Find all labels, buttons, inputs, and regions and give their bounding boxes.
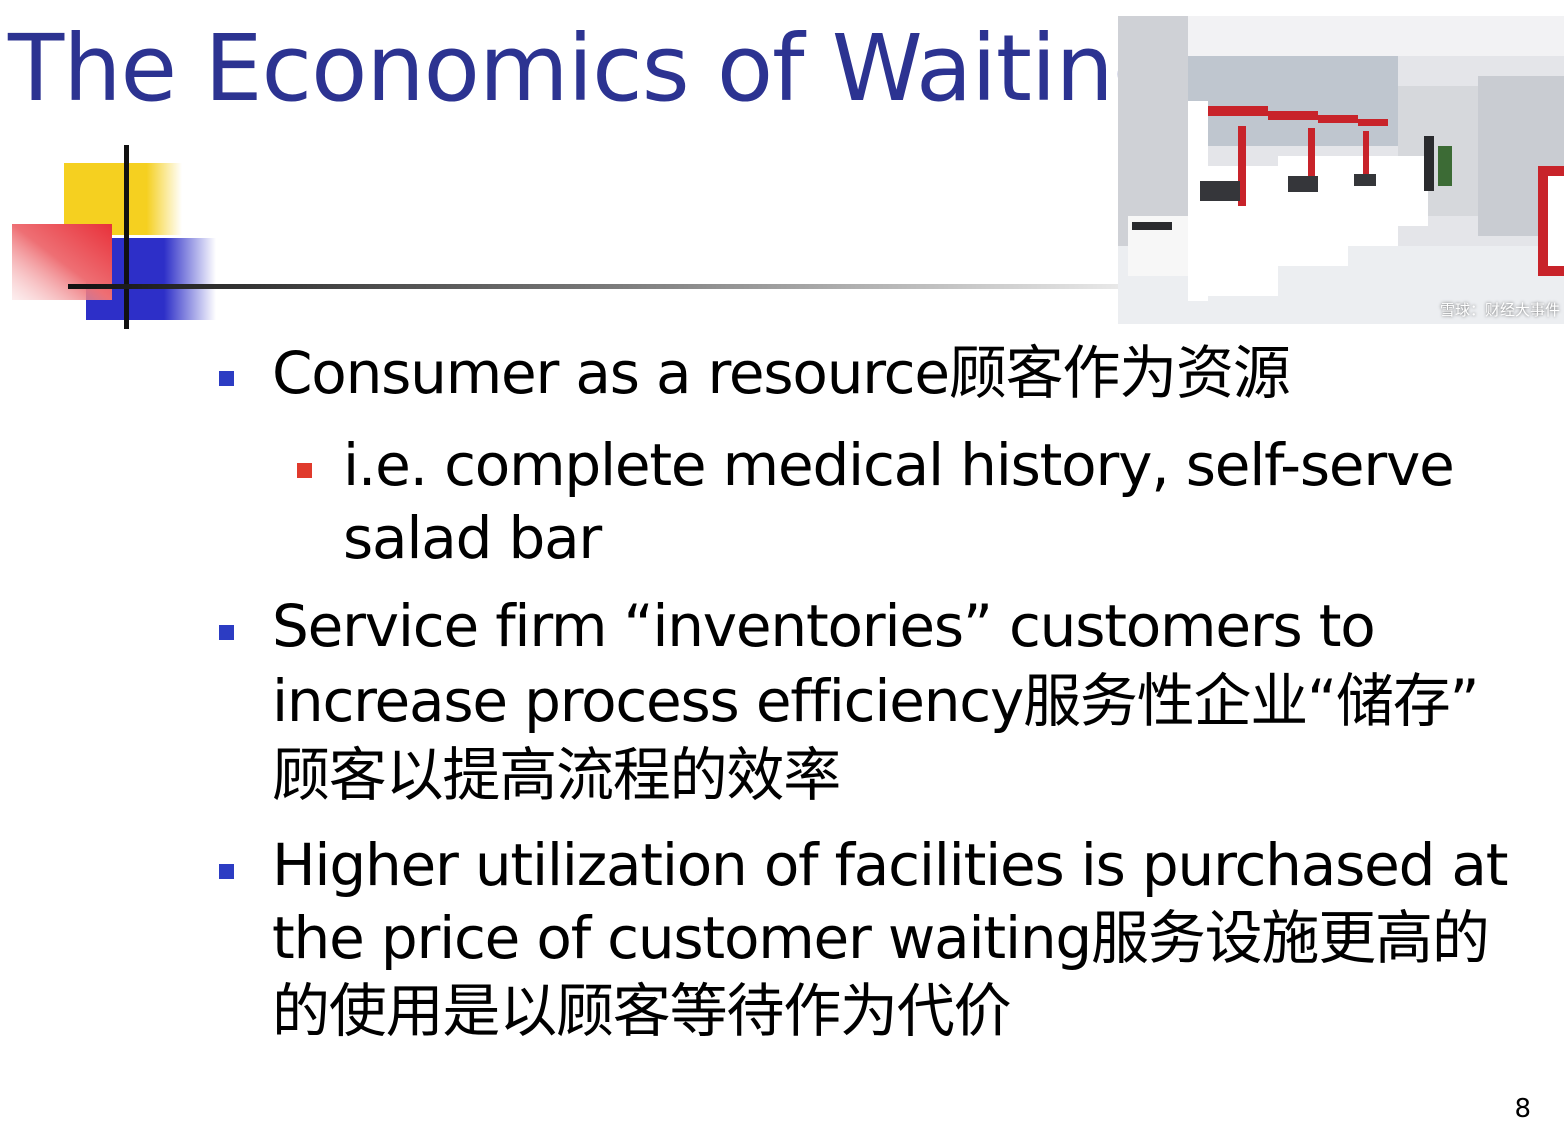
- bullet-marker: [219, 371, 234, 386]
- bullet-3-line-1: Service firm “inventories” customers to: [272, 592, 1376, 660]
- bullet-2-line-1: i.e. complete medical history, self-serv…: [343, 431, 1455, 499]
- slide-title: The Economics of Waiting: [8, 15, 1171, 122]
- bullet-4-line-3: 的使用是以顾客等待作为代价: [272, 977, 1012, 1045]
- sub-bullet-marker: [297, 463, 312, 478]
- bullet-1-line-1: Consumer as a resource顾客作为资源: [272, 339, 1291, 407]
- bank-kiosk-photo: 雪球：财经大事件: [1118, 16, 1564, 324]
- bullet-marker: [219, 625, 234, 640]
- bullet-2-line-2: salad bar: [343, 504, 602, 572]
- bullet-marker: [219, 864, 234, 879]
- bank-self-service-kiosks-photo-icon: [1118, 16, 1564, 324]
- bullet-3-line-2: increase process efficiency服务性企业“储存”: [272, 667, 1480, 735]
- bullet-3-line-3: 顾客以提高流程的效率: [272, 741, 841, 809]
- photo-watermark: 雪球：财经大事件: [1439, 301, 1560, 319]
- bullet-4-line-2: the price of customer waiting服务设施更高的: [272, 904, 1490, 972]
- bullet-4-line-1: Higher utilization of facilities is purc…: [272, 831, 1509, 899]
- page-number: 8: [1514, 1094, 1531, 1124]
- decorative-squares-logo: [12, 145, 1118, 329]
